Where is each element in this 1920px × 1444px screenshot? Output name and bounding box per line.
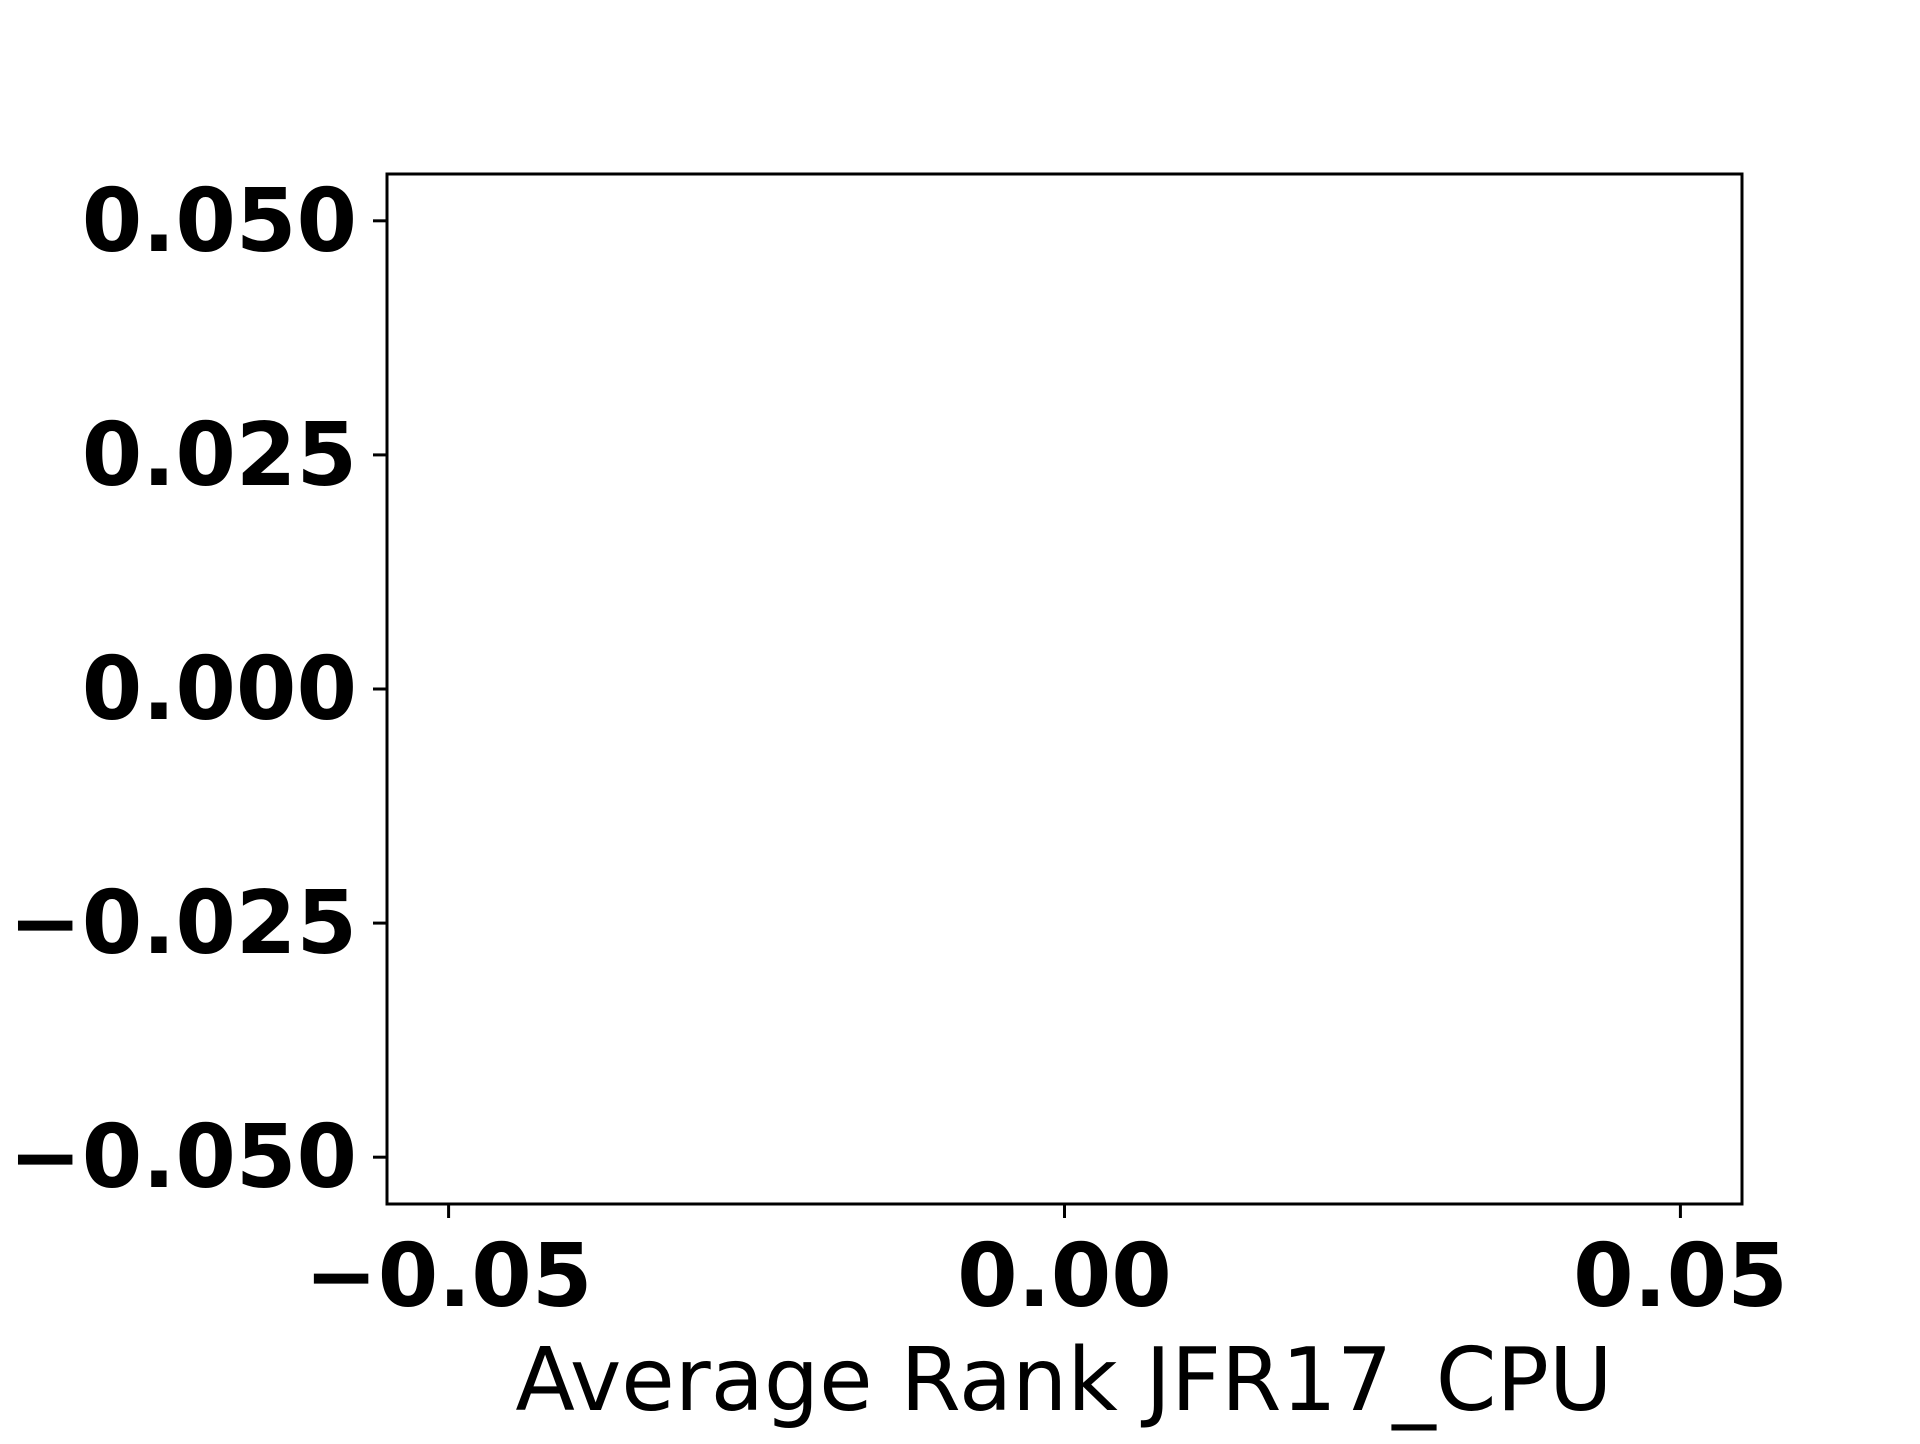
x-tick-label: 0.05 — [1573, 1225, 1788, 1327]
y-tick-label: 0.000 — [82, 638, 357, 740]
y-tick-label: −0.025 — [9, 872, 357, 974]
y-tick-label: −0.050 — [9, 1106, 357, 1208]
x-tick-label: 0.00 — [957, 1225, 1172, 1327]
y-tick-label: 0.025 — [82, 404, 357, 506]
x-axis: −0.05 0.00 0.05 — [305, 1204, 1788, 1327]
x-tick-label: −0.05 — [305, 1225, 593, 1327]
y-tick-label: 0.050 — [82, 170, 357, 272]
y-axis: 0.050 0.025 0.000 −0.025 −0.050 — [9, 170, 387, 1208]
x-axis-label: Average Rank JFR17_CPU — [515, 1329, 1612, 1431]
plot-area — [385, 172, 1744, 1206]
